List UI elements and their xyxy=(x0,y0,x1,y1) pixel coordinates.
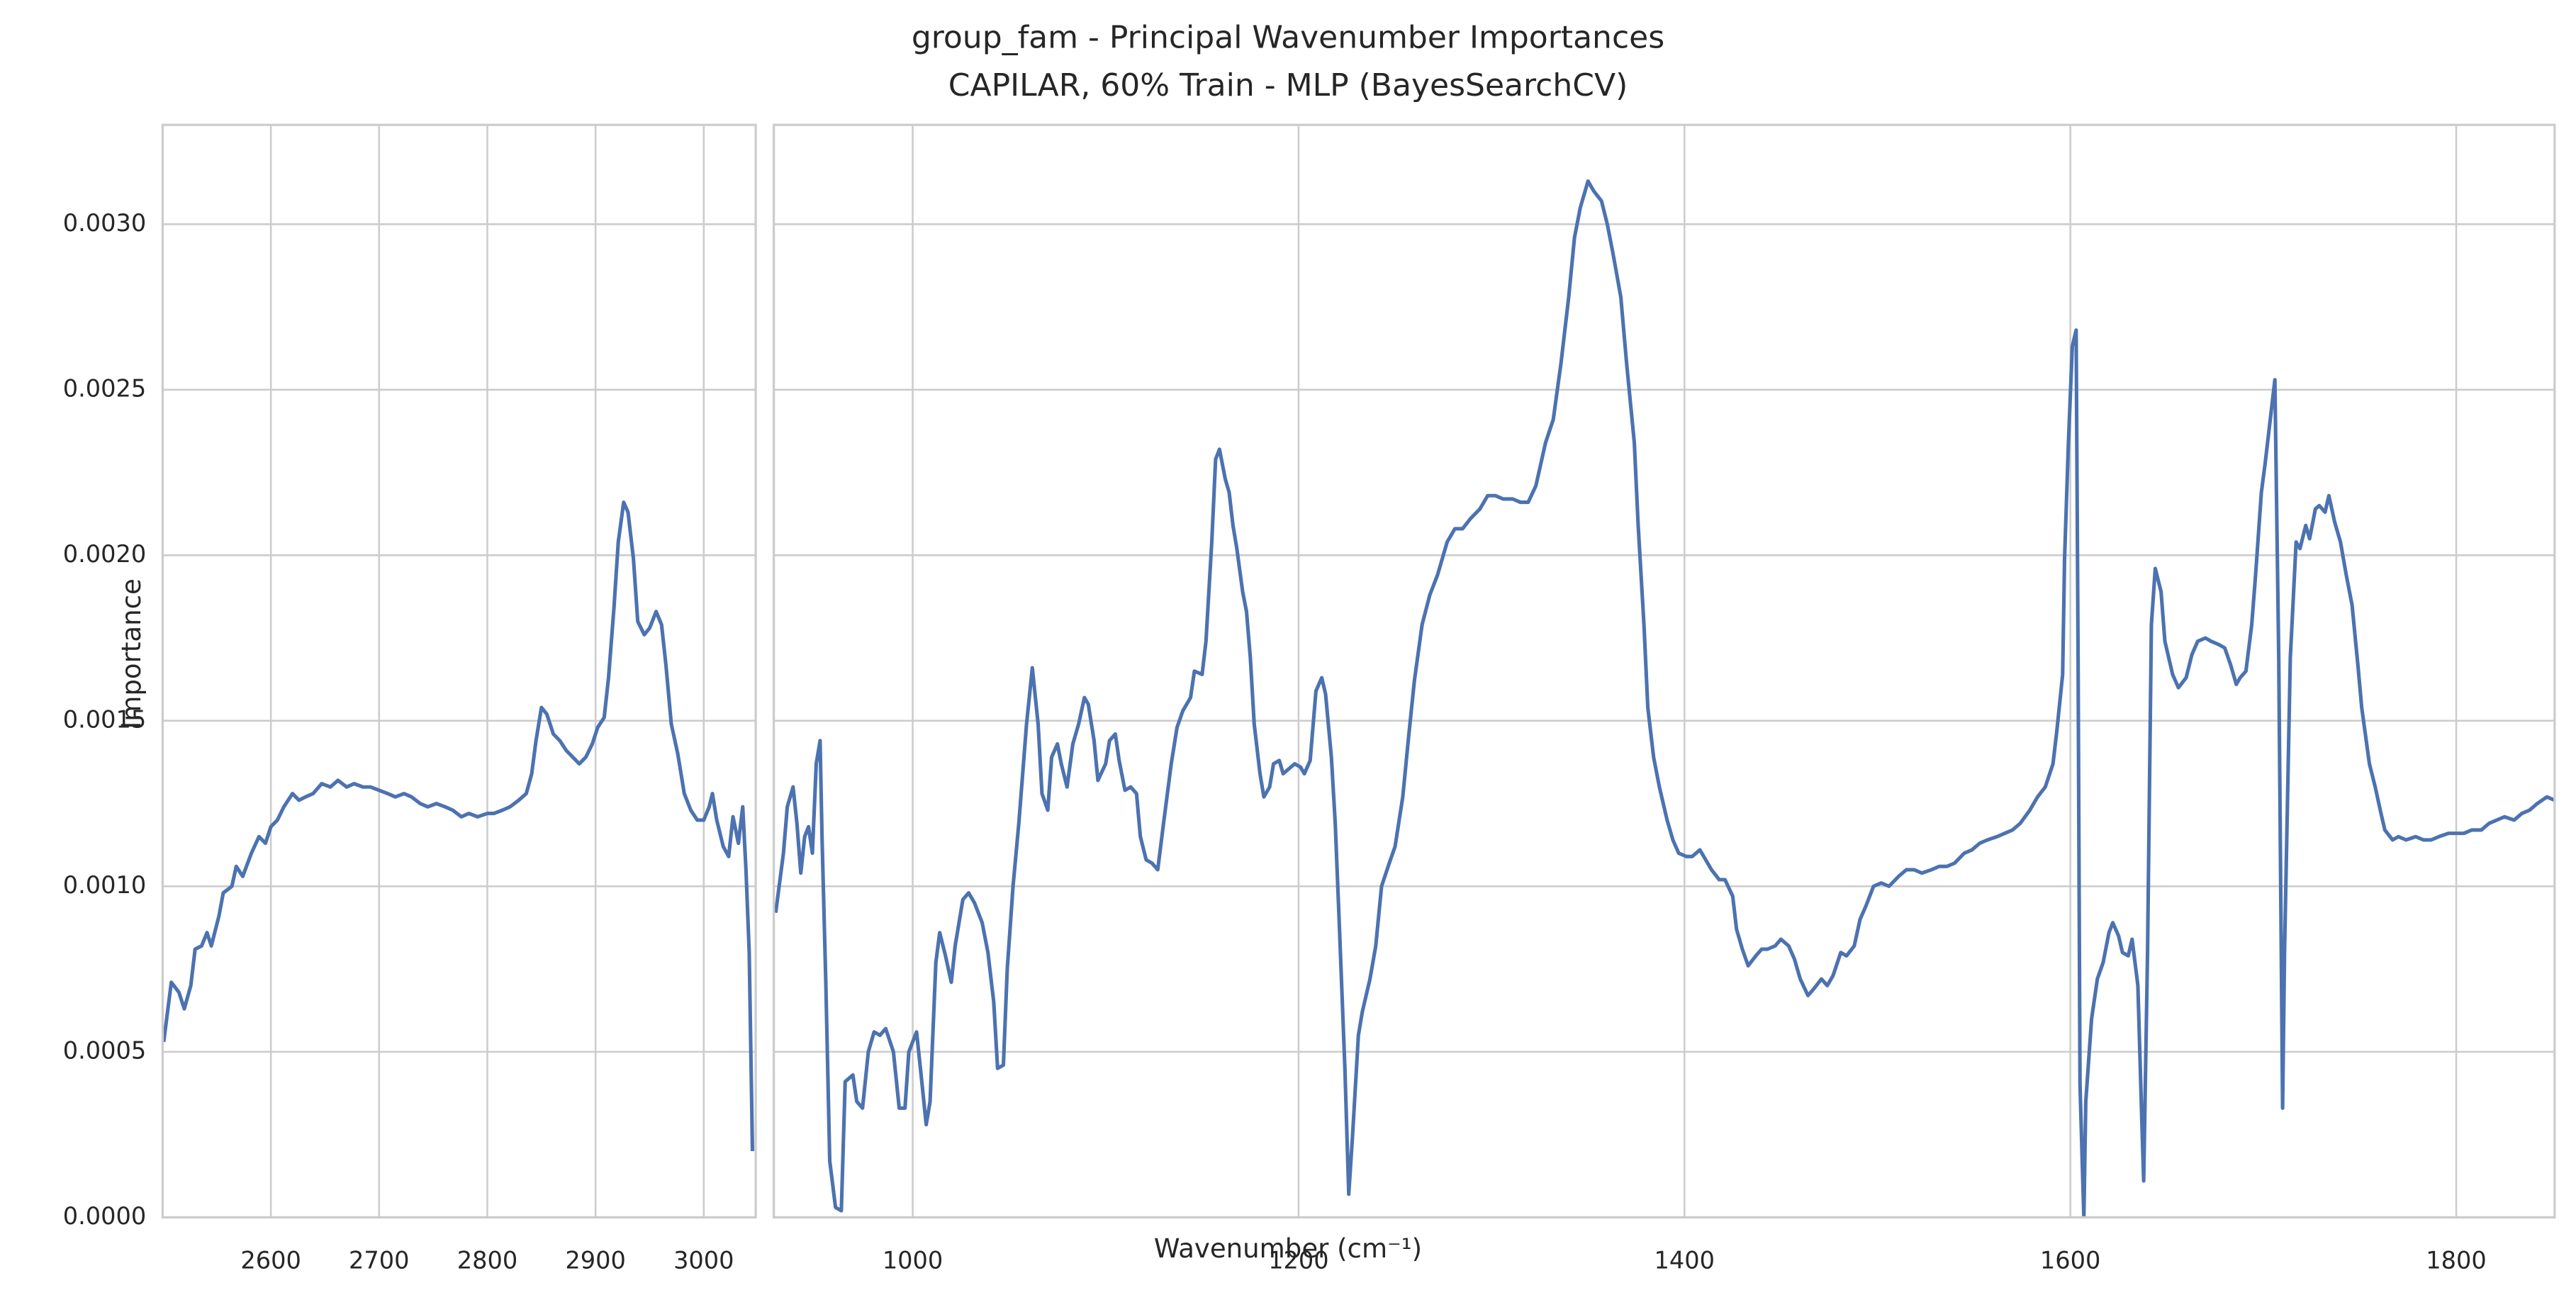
panel: 0.0000 0.0005 0.0010 0.0015 0.0020 0.0025 0.00… xyxy=(63,123,757,1274)
plot-frame xyxy=(772,123,2556,1219)
data-line xyxy=(162,500,755,1152)
data-line xyxy=(773,179,2555,1218)
y-axis-label: Importance xyxy=(116,578,147,729)
chart-subtitle: CAPILAR, 60% Train - MLP (BayesSearchCV) xyxy=(948,67,1628,103)
x-tick-label: 3000 xyxy=(673,1246,734,1274)
y-tick-label: 0.0025 xyxy=(63,374,147,402)
y-tick-label: 0.0005 xyxy=(63,1036,147,1064)
x-tick-label: 2800 xyxy=(457,1246,518,1274)
x-tick-label: 2700 xyxy=(349,1246,410,1274)
x-tick-label: 1200 xyxy=(1268,1246,1329,1274)
x-tick-label: 1000 xyxy=(883,1246,943,1274)
x-axis-label: Wavenumber (cm⁻¹) xyxy=(1154,1233,1422,1264)
panel: 1000 1200 1400 1600 1800 xyxy=(772,123,2556,1274)
x-tick-label: 1600 xyxy=(2040,1246,2101,1274)
plot-frame xyxy=(161,123,757,1219)
y-tick-label: 0.0000 xyxy=(63,1202,147,1230)
chart-title: group_fam - Principal Wavenumber Importa… xyxy=(912,20,1664,56)
y-tick-label: 0.0030 xyxy=(63,209,147,237)
y-tick-label: 0.0015 xyxy=(63,705,147,733)
x-tick-label: 2600 xyxy=(240,1246,301,1274)
y-tick-label: 0.0010 xyxy=(63,871,147,899)
x-tick-label: 2900 xyxy=(565,1246,625,1274)
y-tick-label: 0.0020 xyxy=(63,540,147,568)
x-tick-label: 1400 xyxy=(1654,1246,1715,1274)
x-tick-label: 1800 xyxy=(2426,1246,2487,1274)
